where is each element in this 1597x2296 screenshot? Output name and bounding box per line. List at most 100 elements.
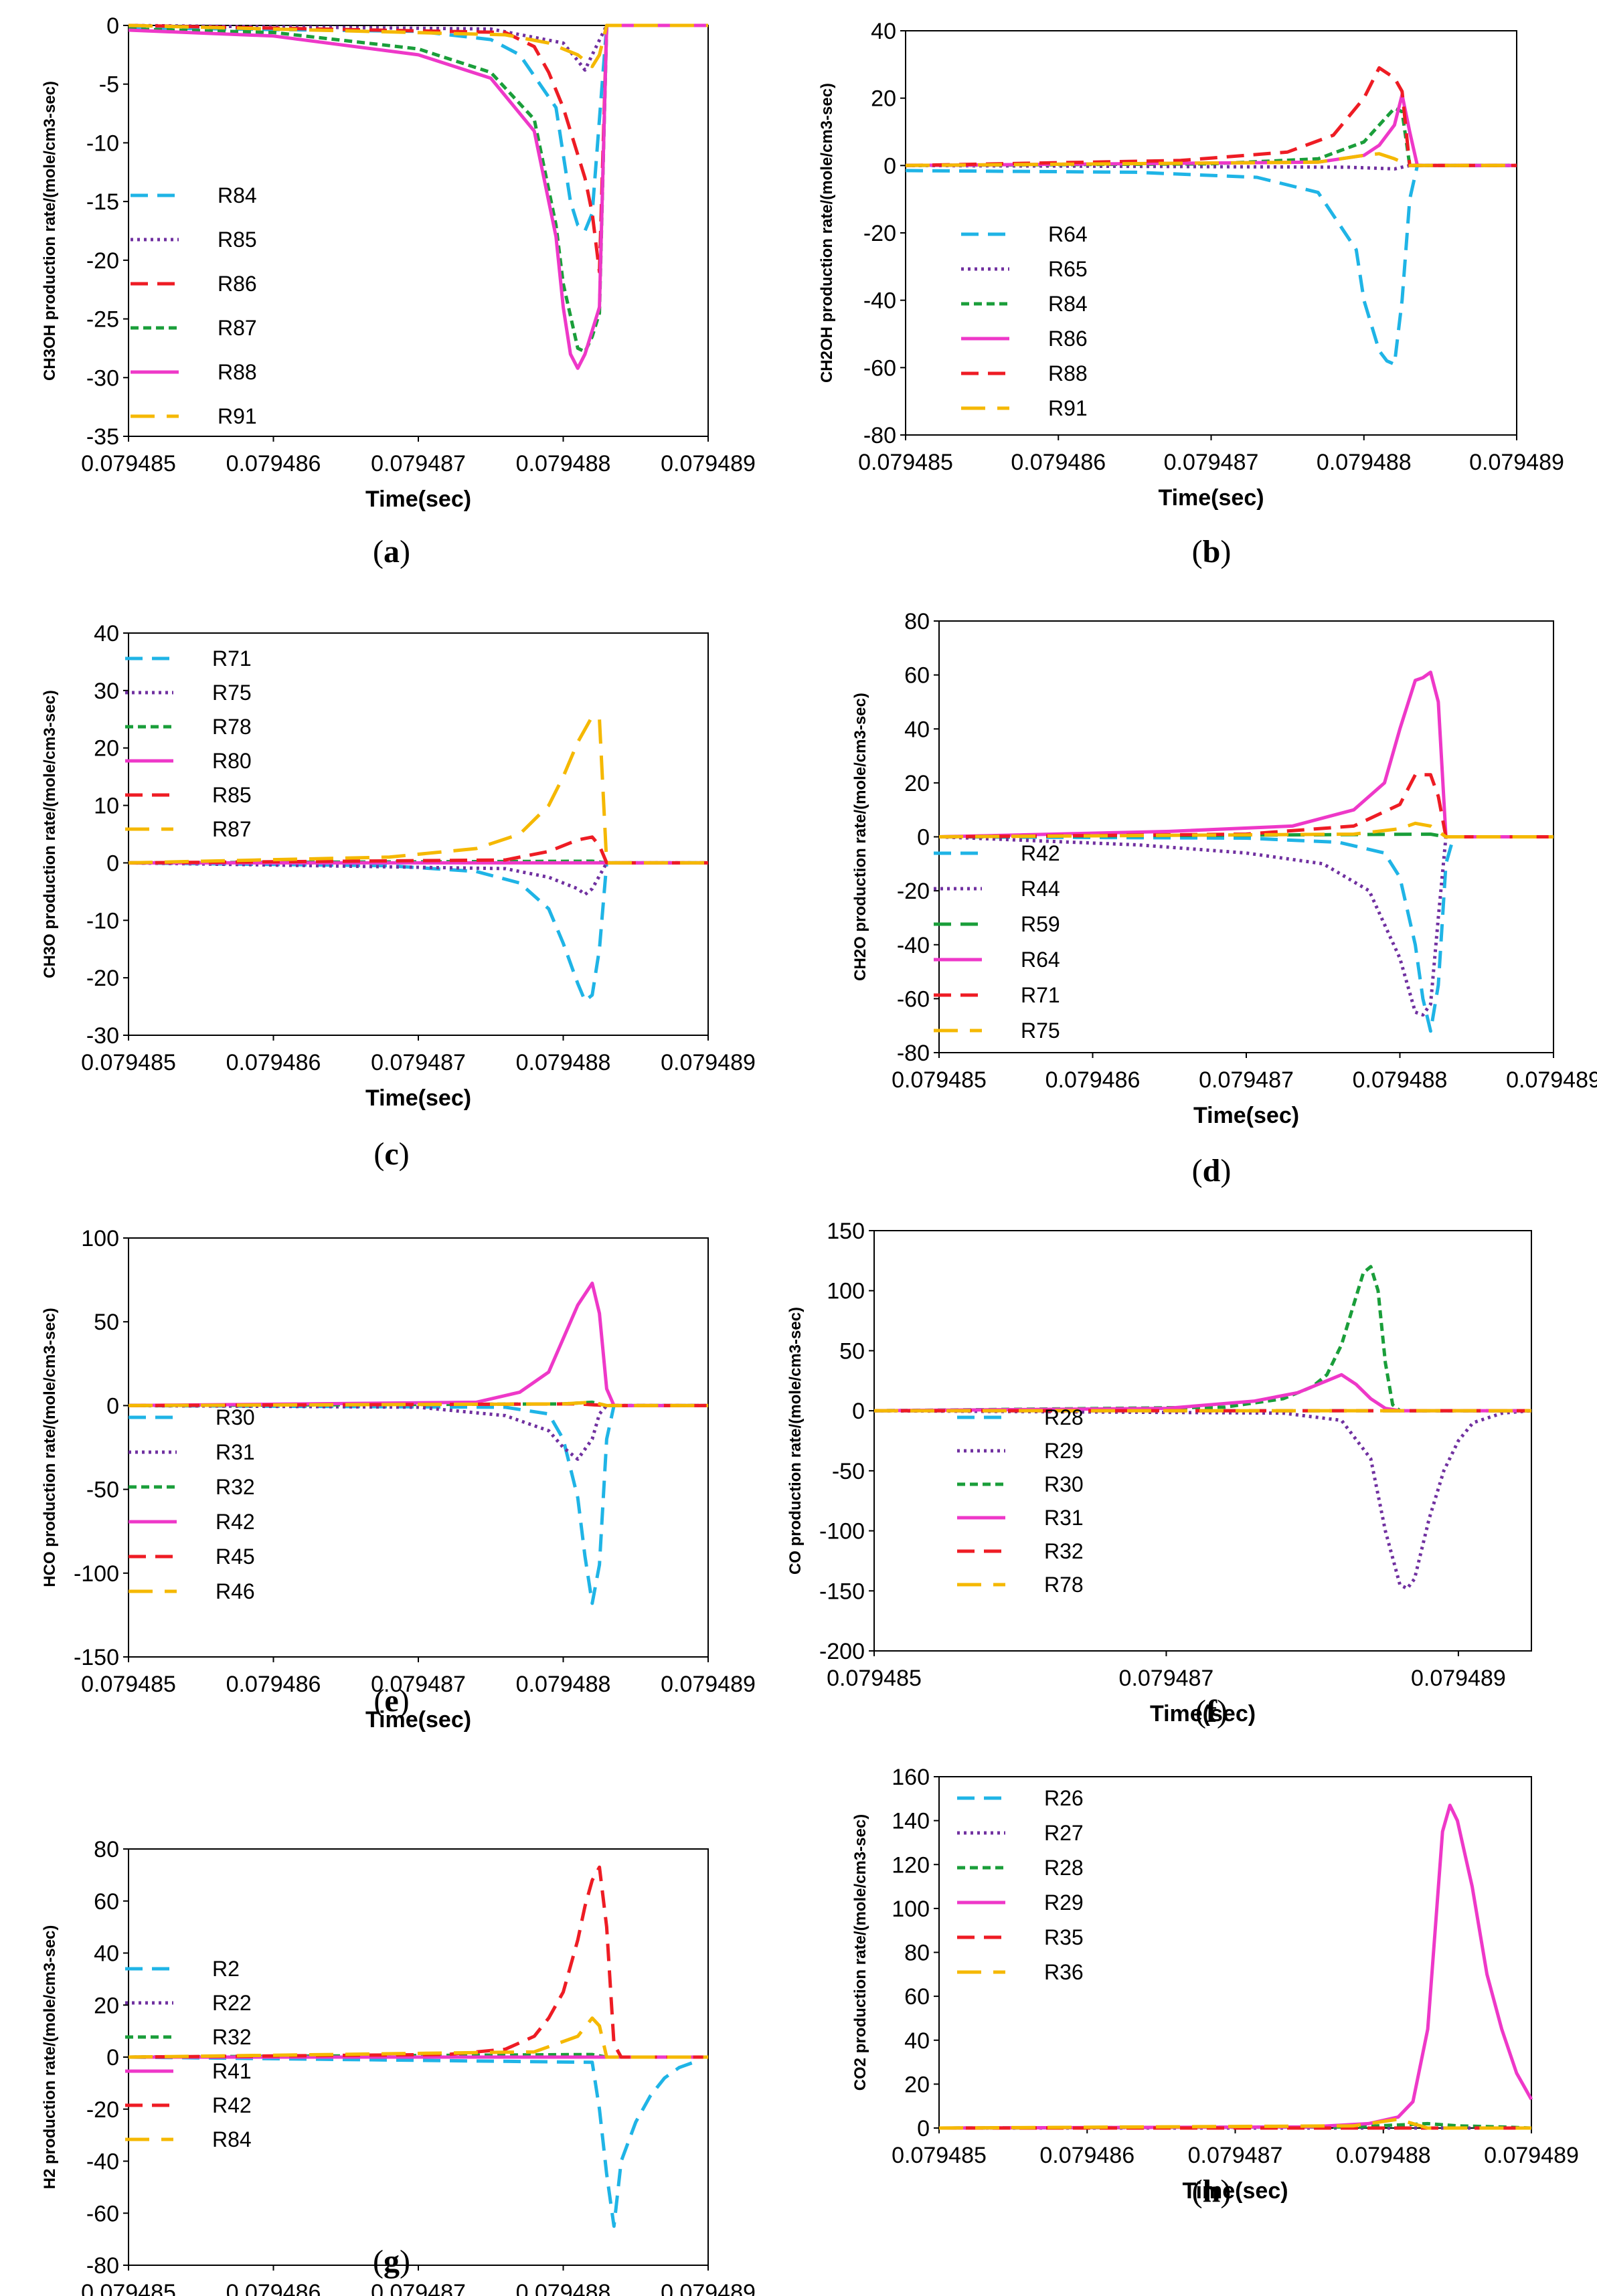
x-tick-label: 0.079489	[1469, 450, 1564, 475]
legend-label-R29: R29	[1044, 1890, 1084, 1915]
x-tick-label: 0.079486	[226, 1672, 321, 1697]
series-line-R84	[128, 2016, 708, 2059]
series-line-R71	[938, 773, 1553, 838]
panel-caption: (h)	[1192, 2174, 1232, 2209]
legend-label-R64: R64	[1021, 948, 1060, 972]
x-tick-label: 0.079485	[81, 1672, 176, 1697]
x-tick-label: 0.079485	[81, 2280, 176, 2296]
x-tick-label: 0.079486	[1045, 1067, 1141, 1093]
series-line-R30	[128, 1403, 708, 1605]
series-line-R31	[873, 1373, 1531, 1413]
y-tick-label: 40	[904, 717, 930, 742]
y-axis-label: CO2 production rate/(mole/cm3-sec)	[851, 1814, 869, 2091]
panel-caption: (a)	[373, 534, 410, 569]
y-tick-label: -80	[897, 1041, 930, 1066]
series-line-R29	[873, 1409, 1532, 1591]
y-tick-label: -5	[99, 72, 119, 98]
legend-label-R91: R91	[1048, 396, 1088, 420]
series-line-R75	[128, 861, 708, 897]
legend-label-R26: R26	[1044, 1786, 1084, 1810]
series-line-R64	[905, 163, 1517, 366]
legend-label-R85: R85	[218, 228, 257, 252]
legend-label-R31: R31	[1044, 1506, 1084, 1530]
legend-label-R32: R32	[1044, 1539, 1084, 1563]
legend-label-R30: R30	[1044, 1472, 1084, 1496]
y-tick-label: 120	[892, 1852, 930, 1878]
legend-label-R31: R31	[216, 1440, 255, 1464]
x-tick-label: 0.079489	[661, 1672, 756, 1697]
legend-label-R71: R71	[1021, 983, 1060, 1007]
y-tick-label: -60	[863, 355, 896, 381]
legend-label-R87: R87	[218, 316, 257, 340]
y-tick-label: 0	[884, 153, 896, 179]
chart-panel-c: 40 30 20 10 0 -10 -20 -300.079485 0.079486 0.0794…	[41, 621, 756, 1172]
legend-label-R59: R59	[1021, 912, 1060, 936]
legend-label-R30: R30	[216, 1405, 255, 1429]
y-axis-label: CH2OH production rate/(mole/cm3-sec)	[818, 83, 836, 383]
legend-label-R88: R88	[1048, 361, 1088, 385]
x-tick-label: 0.079488	[1317, 450, 1412, 475]
legend-label-R35: R35	[1044, 1925, 1084, 1949]
legend-label-R42: R42	[216, 1510, 255, 1534]
y-tick-label: 0	[917, 825, 930, 851]
y-tick-label: -35	[86, 424, 119, 450]
x-tick-label: 0.079485	[827, 1666, 922, 1691]
x-axis-label: Time(sec)	[1182, 2178, 1288, 2204]
x-tick-label: 0.079487	[371, 1672, 466, 1697]
y-tick-label: 20	[871, 86, 896, 112]
x-tick-label: 0.079485	[892, 2143, 987, 2168]
legend-label-R28: R28	[1044, 1856, 1084, 1880]
legend-label-R78: R78	[1044, 1573, 1084, 1597]
series-line-R42	[938, 835, 1553, 1033]
y-tick-label: -30	[86, 1023, 119, 1049]
x-tick-label: 0.079485	[892, 1067, 987, 1093]
y-tick-label: -25	[86, 307, 119, 333]
series-line-R75	[938, 821, 1553, 838]
x-tick-label: 0.079489	[661, 2280, 756, 2296]
y-tick-label: 0	[852, 1399, 865, 1424]
series-line-R87	[128, 23, 708, 354]
series-line-R85	[128, 835, 708, 865]
y-tick-label: -40	[897, 933, 930, 958]
y-tick-label: 100	[827, 1279, 865, 1304]
legend-label-R91: R91	[218, 404, 257, 428]
legend-label-R84: R84	[218, 183, 257, 207]
x-axis-label: Time(sec)	[365, 1085, 471, 1111]
legend-label-R42: R42	[212, 2093, 252, 2117]
y-tick-label: 20	[94, 736, 119, 762]
legend-label-R32: R32	[216, 1475, 255, 1499]
y-tick-label: 60	[94, 1889, 119, 1915]
y-tick-label: -100	[74, 1561, 119, 1587]
x-tick-label: 0.079485	[81, 451, 176, 476]
y-tick-label: 150	[827, 1219, 865, 1244]
y-tick-label: 60	[904, 663, 930, 689]
series-line-R87	[128, 715, 708, 865]
x-axis-label: Time(sec)	[365, 487, 471, 512]
series-line-R64	[938, 671, 1553, 838]
x-tick-label: 0.079487	[371, 2280, 466, 2296]
y-tick-label: -15	[86, 189, 119, 215]
series-line-R2	[128, 2055, 695, 2228]
x-tick-label: 0.079488	[1336, 2143, 1431, 2168]
chart-panel-a: 0 -5 -10 -15 -20 -25 -30 -350.079485 0.079486 0.0…	[41, 13, 756, 569]
y-tick-label: -10	[86, 130, 119, 156]
legend-label-R75: R75	[1021, 1019, 1060, 1043]
y-tick-label: 160	[892, 1765, 930, 1790]
legend-label-R71: R71	[212, 646, 252, 671]
legend-label-R86: R86	[218, 272, 257, 296]
panel-caption: (b)	[1192, 534, 1232, 569]
legend-label-R29: R29	[1044, 1439, 1084, 1463]
x-tick-label: 0.079488	[516, 2280, 611, 2296]
y-tick-label: -80	[863, 423, 896, 448]
y-tick-label: -60	[86, 2201, 119, 2226]
series-line-R29	[938, 1803, 1533, 2130]
y-axis-label: CH3O production rate/(mole/cm3-sec)	[41, 690, 59, 978]
y-tick-label: 50	[94, 1310, 119, 1335]
x-tick-label: 0.079488	[1353, 1067, 1448, 1093]
x-axis-label: Time(sec)	[1193, 1103, 1299, 1128]
legend-label-R41: R41	[212, 2059, 252, 2083]
panel-caption: (f)	[1195, 1694, 1228, 1729]
x-tick-label: 0.079487	[1119, 1666, 1214, 1691]
